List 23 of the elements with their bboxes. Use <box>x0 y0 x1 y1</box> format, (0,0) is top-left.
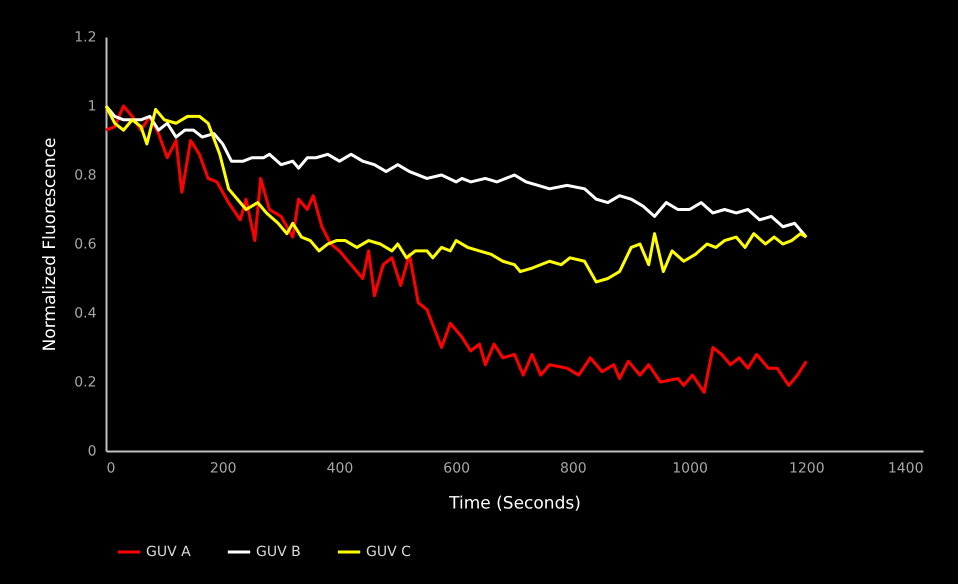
y-axis-title: Normalized Fluorescence <box>40 138 60 352</box>
x-tick-label: 800 <box>560 460 587 476</box>
x-tick-label: 1200 <box>788 460 825 476</box>
y-tick-label: 0 <box>88 444 96 460</box>
y-tick-label: 1 <box>88 98 96 114</box>
legend-label: GUV C <box>366 544 412 560</box>
line-series <box>104 104 808 284</box>
x-tick-label: 200 <box>210 460 237 476</box>
y-tick-label: 1.2 <box>74 30 96 46</box>
legend-label: GUV B <box>256 544 301 560</box>
x-tick-label: 400 <box>326 460 354 476</box>
y-tick-label: 0.6 <box>74 236 97 252</box>
x-tick-label: 600 <box>443 460 470 476</box>
x-tick-label: 1000 <box>672 460 708 476</box>
line-series <box>104 104 808 239</box>
x-tick-label: 0 <box>106 460 116 476</box>
x-axis-title: Time (Seconds) <box>448 494 581 514</box>
y-tick-label: 0.8 <box>74 168 96 184</box>
legend-label: GUV A <box>146 544 192 560</box>
line-series <box>104 104 808 394</box>
x-tick-label: 1400 <box>888 460 924 476</box>
y-tick-label: 0.2 <box>74 374 96 390</box>
y-tick-label: 0.4 <box>74 306 97 322</box>
